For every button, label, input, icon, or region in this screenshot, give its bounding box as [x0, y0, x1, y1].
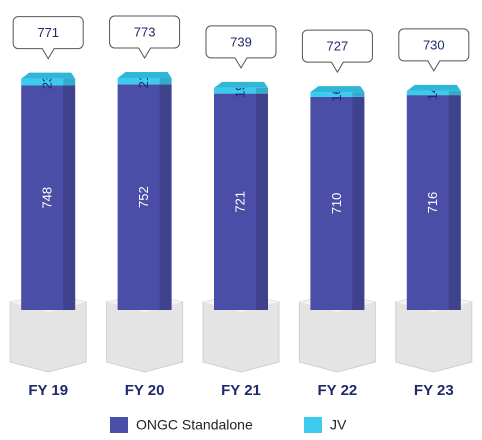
- bar-segment: [406, 90, 461, 96]
- bar-side: [63, 85, 76, 310]
- segment-label: 721: [232, 191, 247, 213]
- bar-cap: [117, 72, 172, 78]
- bar-segment: [310, 96, 365, 311]
- bar-cap: [406, 84, 461, 91]
- bar-segment: [214, 93, 268, 311]
- segment-label: 748: [40, 187, 55, 209]
- callout: [109, 15, 181, 59]
- callout: [205, 25, 277, 69]
- total-label: 739: [230, 34, 252, 49]
- bar-side: [256, 87, 268, 94]
- bar-segment: [21, 78, 76, 86]
- bar-side: [352, 92, 365, 97]
- bar-side: [63, 78, 76, 86]
- bar-segment: [310, 92, 365, 97]
- bar-segment: [21, 85, 76, 310]
- bar-side: [448, 95, 461, 310]
- bar-side: [159, 78, 172, 85]
- segment-label: 752: [136, 186, 151, 208]
- bar-side: [352, 96, 365, 311]
- x-tick-label: FY 23: [414, 382, 454, 399]
- callout: [398, 28, 470, 72]
- bar-side: [256, 93, 268, 311]
- x-tick-label: FY 22: [318, 382, 358, 399]
- bar-segment: [117, 84, 172, 310]
- callout: [12, 16, 84, 60]
- bar-cap: [310, 86, 365, 93]
- legend-swatch: [304, 417, 322, 433]
- total-label: 773: [134, 24, 156, 39]
- legend-label: ONGC Standalone: [136, 417, 253, 433]
- bar-segment: [117, 78, 172, 85]
- bar-cap: [214, 81, 268, 88]
- total-label: 727: [327, 39, 349, 54]
- callout: [301, 29, 373, 74]
- bar-segment: [214, 87, 268, 94]
- segment-label: 710: [329, 193, 344, 215]
- x-tick-label: FY 19: [28, 382, 68, 399]
- total-label: 771: [37, 25, 59, 40]
- legend-swatch: [110, 417, 128, 433]
- total-label: 730: [423, 37, 445, 52]
- x-tick-label: FY 20: [125, 382, 165, 399]
- bar-side: [448, 90, 461, 96]
- bar-cap: [21, 72, 76, 79]
- legend-label: JV: [330, 417, 347, 433]
- segment-label: 716: [425, 192, 440, 214]
- x-tick-label: FY 21: [221, 382, 261, 399]
- bar-segment: [406, 95, 461, 310]
- bar-side: [159, 84, 172, 310]
